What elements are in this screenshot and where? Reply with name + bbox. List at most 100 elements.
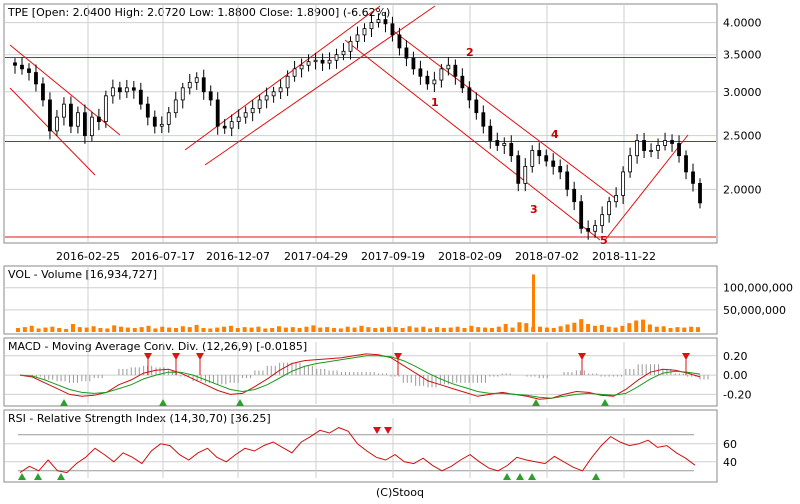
trend-channel-line <box>204 5 436 166</box>
candle-body <box>69 103 73 127</box>
volume-y-tick-labels: 50,000,000 100,000,000 <box>723 282 793 317</box>
candle-body <box>495 140 500 146</box>
candle-body <box>432 79 437 85</box>
price-x-tick: 2018-07-02 <box>515 250 579 263</box>
candle-body <box>649 150 653 152</box>
candle-body <box>530 150 535 167</box>
macd-histogram <box>31 362 709 388</box>
volume-bar <box>654 326 659 332</box>
volume-bar <box>448 327 453 332</box>
candle-body <box>572 188 577 203</box>
volume-bar <box>180 326 185 332</box>
volume-y-tick: 100,000,000 <box>723 282 793 295</box>
trend-channel-line <box>184 5 381 151</box>
macd-buy-marker <box>60 399 68 406</box>
volume-bar <box>606 326 611 332</box>
volume-bar <box>503 324 508 332</box>
volume-bar <box>16 328 20 332</box>
volume-bar <box>476 327 481 332</box>
candle-body <box>194 77 199 83</box>
rsi-buy-marker <box>528 473 536 480</box>
volume-bar <box>359 325 364 332</box>
price-y-tick: 4.0000 <box>723 17 762 30</box>
candle-body <box>55 116 59 132</box>
volume-bar <box>647 324 652 332</box>
volume-bar <box>689 326 694 332</box>
rsi-sell-marker <box>384 427 392 434</box>
candle-body <box>614 195 619 203</box>
volume-bar <box>565 324 570 332</box>
volume-bar <box>160 326 165 332</box>
macd-buy-marker <box>532 399 540 406</box>
candle-body <box>453 64 458 77</box>
candle-body <box>383 19 388 25</box>
volume-bar <box>153 328 158 332</box>
volume-bar <box>592 325 597 332</box>
candle-body <box>103 95 108 123</box>
volume-bar <box>194 324 199 332</box>
candle-body <box>152 116 157 127</box>
candle-body <box>355 34 360 42</box>
volume-bar <box>489 328 494 332</box>
volume-bar <box>434 327 439 332</box>
trend-annotations: 1 2 3 4 5 <box>431 46 608 247</box>
candle-body <box>446 64 451 70</box>
volume-bar <box>167 327 172 332</box>
candle-body <box>138 89 143 105</box>
volume-bar <box>277 326 282 332</box>
candle-body <box>145 103 150 118</box>
macd-sell-marker <box>682 353 690 360</box>
candle-body <box>404 47 409 59</box>
candle-body <box>96 116 101 123</box>
volume-bar <box>64 328 69 332</box>
macd-signal-markers <box>60 353 690 406</box>
macd-sell-marker <box>578 353 586 360</box>
volume-panel-title: VOL - Volume [16,934,727] <box>8 268 157 281</box>
price-x-tick: 2018-11-22 <box>592 250 656 263</box>
volume-bar <box>641 319 646 332</box>
volume-bar <box>572 322 577 332</box>
volume-bar <box>187 327 192 332</box>
rsi-signal-markers <box>18 427 600 480</box>
candle-body <box>313 59 318 63</box>
candle-body <box>565 171 570 190</box>
volume-grid <box>5 267 716 332</box>
macd-buy-marker <box>601 399 609 406</box>
volume-bar <box>393 327 398 332</box>
volume-bar <box>620 325 625 332</box>
volume-bar <box>469 325 474 332</box>
volume-bar <box>599 324 604 332</box>
candle-body <box>180 87 185 101</box>
volume-bar <box>29 325 34 332</box>
candle-body <box>628 155 633 173</box>
price-x-tick: 2018-02-09 <box>438 250 502 263</box>
candle-body <box>89 116 94 137</box>
candle-body <box>544 155 549 162</box>
rsi-sell-marker <box>373 427 381 434</box>
volume-bar <box>462 328 467 332</box>
candle-body <box>34 72 38 85</box>
volume-bar <box>228 325 233 332</box>
macd-sell-marker <box>144 353 152 360</box>
candles <box>13 11 702 240</box>
candle-body <box>551 160 556 167</box>
volume-spike-bar <box>532 274 535 332</box>
candle-body <box>62 103 66 118</box>
volume-bar <box>510 327 515 332</box>
volume-bar <box>682 327 687 332</box>
volume-bar <box>668 328 673 332</box>
volume-bar <box>112 325 117 332</box>
candle-body <box>656 145 660 151</box>
volume-bar <box>428 328 433 332</box>
candle-body <box>558 165 563 173</box>
volume-bar <box>125 327 130 332</box>
volume-bar <box>173 328 178 332</box>
volume-bar <box>414 327 419 332</box>
candle-body <box>48 99 52 132</box>
volume-bar <box>558 326 563 332</box>
volume-bar <box>373 328 378 332</box>
candle-body <box>460 75 465 89</box>
price-x-tick: 2016-07-17 <box>131 250 195 263</box>
